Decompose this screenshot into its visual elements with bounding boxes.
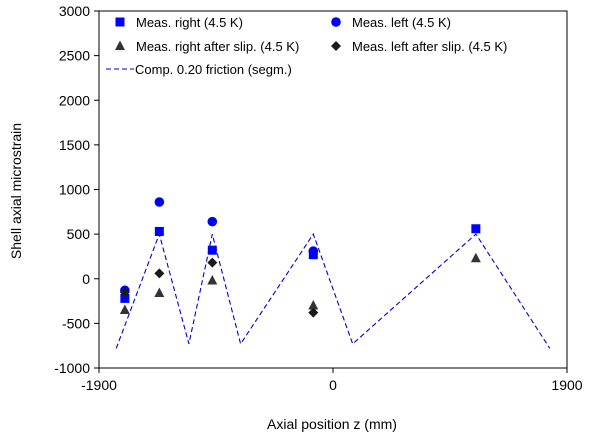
series-layer xyxy=(115,197,551,349)
y-tick-label: 1500 xyxy=(59,137,90,153)
x-tick-label: 0 xyxy=(329,377,337,393)
legend-item: Comp. 0.20 friction (segm.) xyxy=(106,62,292,77)
data-point xyxy=(120,293,130,303)
data-point xyxy=(470,252,481,263)
y-tick-label: 1000 xyxy=(59,182,90,198)
y-axis-title: Shell axial microstrain xyxy=(8,123,24,259)
y-tick-label: 3000 xyxy=(59,3,90,19)
y-tick-label: 2500 xyxy=(59,48,90,64)
x-tick-label: 1900 xyxy=(551,377,582,393)
y-tick-label: -500 xyxy=(62,315,90,331)
data-point xyxy=(207,257,218,268)
y-tick-label: 0 xyxy=(82,271,90,287)
data-point xyxy=(308,307,319,318)
y-tick-label: 500 xyxy=(67,226,91,242)
legend-item: Meas. left after slip. (4.5 K) xyxy=(331,39,507,54)
legend-swatch xyxy=(115,40,125,50)
legend-label: Meas. right (4.5 K) xyxy=(136,15,243,30)
legend-swatch xyxy=(331,41,341,51)
data-point xyxy=(119,287,130,298)
x-axis-title: Axial position z (mm) xyxy=(267,416,397,432)
data-point xyxy=(119,304,130,314)
data-point xyxy=(207,216,218,227)
data-point xyxy=(308,246,319,256)
x-axis: -1900 0 1900 xyxy=(81,368,583,393)
legend-label: Meas. left (4.5 K) xyxy=(352,15,451,30)
legend-label: Meas. left after slip. (4.5 K) xyxy=(352,39,507,54)
data-point xyxy=(154,226,164,236)
series-2 xyxy=(119,252,481,314)
y-tick-label: -1000 xyxy=(54,360,90,376)
x-tick-label: -1900 xyxy=(81,377,117,393)
data-point xyxy=(154,287,165,298)
data-point xyxy=(207,245,217,255)
legend-label: Meas. right after slip. (4.5 K) xyxy=(136,39,299,54)
data-point xyxy=(154,197,165,207)
legend-label: Comp. 0.20 friction (segm.) xyxy=(135,62,292,77)
series-line xyxy=(115,232,551,349)
y-axis: -1000 -500 0 500 1000 1500 2000 2500 3000 xyxy=(54,3,99,376)
series-3 xyxy=(119,257,319,318)
legend-item: Meas. right after slip. (4.5 K) xyxy=(115,39,299,54)
data-point xyxy=(308,300,319,310)
legend: Meas. right (4.5 K) Meas. left (4.5 K) Mea… xyxy=(106,15,507,77)
legend-swatch xyxy=(331,17,341,27)
data-point xyxy=(471,224,481,234)
data-point xyxy=(207,275,218,285)
legend-item: Meas. right (4.5 K) xyxy=(115,15,243,30)
data-point xyxy=(154,268,165,279)
legend-item: Meas. left (4.5 K) xyxy=(331,15,451,30)
series-4 xyxy=(115,232,551,349)
legend-swatch xyxy=(115,17,125,27)
y-tick-label: 2000 xyxy=(59,92,90,108)
